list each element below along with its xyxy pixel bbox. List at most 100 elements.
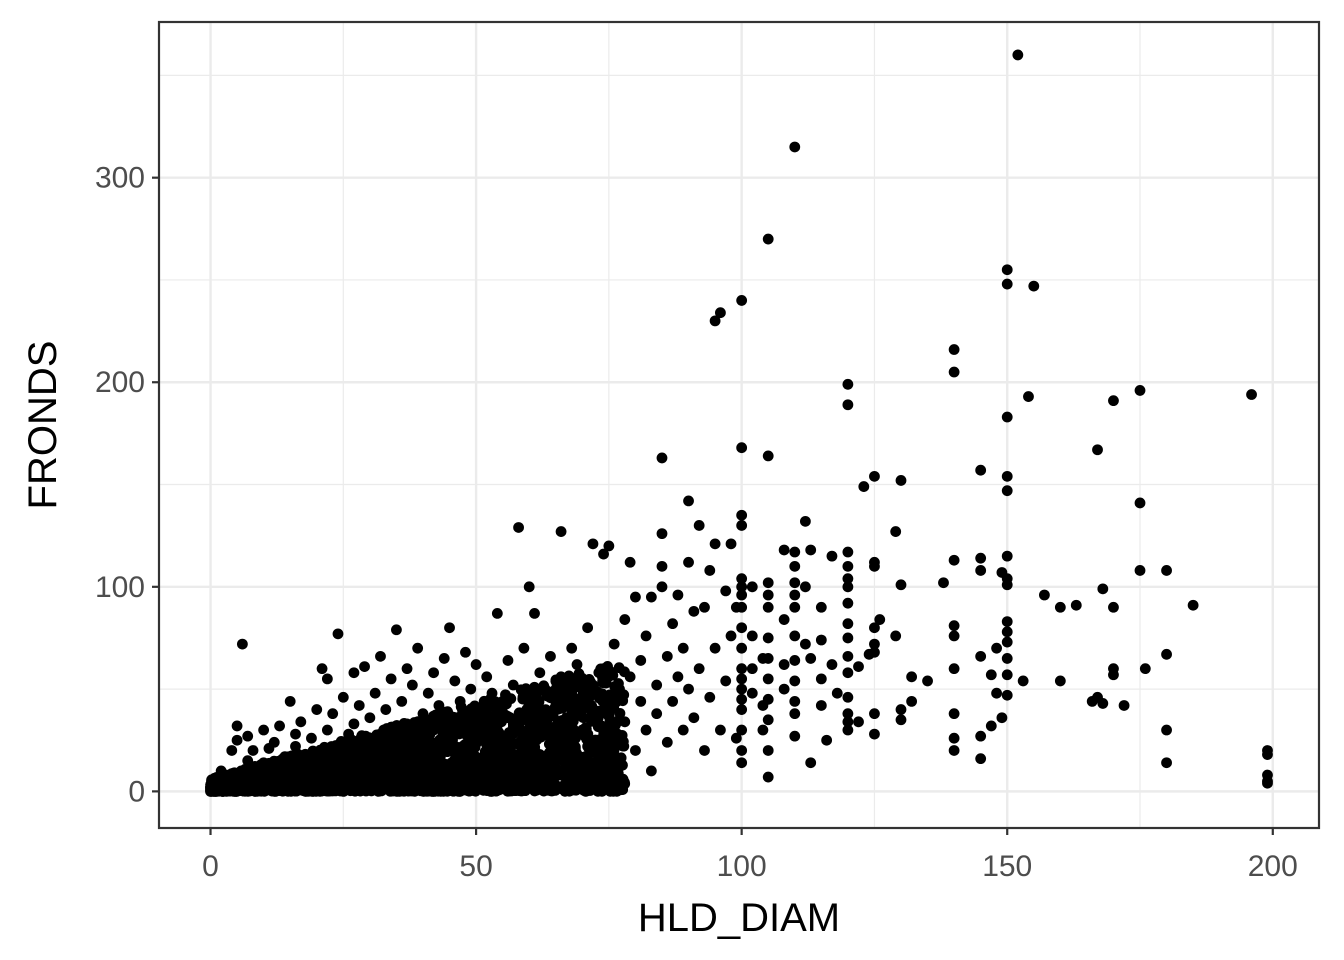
data-point: [581, 734, 593, 745]
data-point: [287, 781, 299, 793]
data-point: [495, 783, 507, 795]
data-point: [598, 706, 609, 718]
data-point: [656, 581, 668, 593]
data-point: [524, 699, 536, 711]
data-point: [842, 632, 854, 644]
data-point: [419, 717, 431, 728]
data-point: [1001, 264, 1013, 276]
data-point: [295, 716, 307, 728]
data-point: [608, 638, 620, 650]
y-tick-label: 0: [128, 775, 145, 808]
data-point: [736, 520, 748, 531]
data-point: [789, 695, 801, 707]
data-point: [548, 691, 560, 703]
data-point: [268, 736, 280, 748]
data-point: [386, 748, 398, 759]
data-point: [736, 622, 748, 634]
data-point: [948, 630, 960, 642]
x-tick-label: 150: [982, 850, 1032, 883]
data-point: [274, 720, 285, 732]
data-point: [276, 753, 288, 765]
panel-border: [157, 20, 1321, 830]
data-point: [693, 663, 705, 675]
data-point: [1108, 601, 1119, 613]
data-point: [869, 646, 880, 658]
data-point: [568, 784, 580, 796]
data-point: [869, 622, 880, 634]
data-point: [512, 785, 524, 796]
x-tick-label: 50: [459, 850, 492, 883]
x-tick-label: 0: [202, 850, 219, 883]
data-point: [789, 708, 801, 720]
data-point: [715, 724, 726, 736]
data-point: [534, 667, 546, 679]
data-point: [385, 673, 397, 685]
data-point: [404, 719, 416, 731]
data-point: [985, 720, 997, 732]
data-point: [584, 688, 596, 700]
data-point: [609, 687, 621, 699]
data-point: [645, 765, 657, 777]
data-point: [369, 687, 381, 699]
data-point: [619, 614, 631, 625]
data-point: [1001, 550, 1013, 562]
data-point: [746, 581, 758, 593]
data-point: [231, 734, 243, 746]
data-point: [325, 771, 337, 782]
data-point: [321, 673, 333, 685]
data-point: [683, 495, 694, 507]
data-point: [1039, 589, 1050, 601]
data-point: [895, 579, 907, 591]
data-point: [709, 642, 721, 654]
y-tick-label: 300: [95, 162, 145, 195]
data-point: [206, 774, 218, 786]
data-point: [890, 526, 902, 537]
data-point: [906, 671, 918, 683]
data-point: [778, 614, 790, 625]
data-point: [762, 693, 774, 705]
data-point: [391, 720, 403, 731]
data-point: [789, 675, 801, 687]
data-point: [661, 736, 673, 748]
data-point: [469, 700, 481, 712]
data-point: [693, 520, 705, 531]
data-point: [991, 642, 1003, 654]
data-point: [598, 548, 609, 560]
data-point: [762, 771, 774, 783]
data-point: [699, 601, 710, 613]
data-point: [460, 646, 471, 658]
data-point: [380, 726, 392, 738]
data-point: [799, 581, 811, 593]
data-point: [485, 759, 496, 770]
data-point: [890, 630, 902, 642]
data-point: [736, 581, 748, 593]
data-point: [1118, 700, 1130, 711]
data-point: [498, 758, 509, 770]
data-point: [595, 720, 607, 732]
data-point: [736, 642, 748, 654]
data-point: [762, 601, 774, 613]
data-point: [420, 733, 431, 745]
data-point: [613, 678, 624, 689]
data-point: [396, 695, 408, 707]
x-axis-title: HLD_DIAM: [638, 896, 840, 940]
data-point: [667, 695, 679, 707]
data-point: [540, 704, 552, 716]
data-point: [582, 622, 594, 634]
data-point: [842, 560, 854, 572]
data-point: [762, 653, 774, 664]
data-point: [1001, 616, 1013, 627]
data-point: [362, 742, 374, 753]
data-point: [539, 715, 551, 727]
data-point: [1001, 485, 1013, 497]
data-point: [444, 713, 456, 724]
data-point: [403, 764, 415, 776]
data-point: [595, 663, 607, 675]
data-point: [906, 695, 918, 707]
data-point: [762, 233, 774, 245]
data-point: [789, 630, 801, 642]
data-point: [975, 753, 987, 765]
data-point: [815, 601, 827, 613]
data-point: [948, 663, 960, 675]
data-point: [410, 754, 422, 766]
